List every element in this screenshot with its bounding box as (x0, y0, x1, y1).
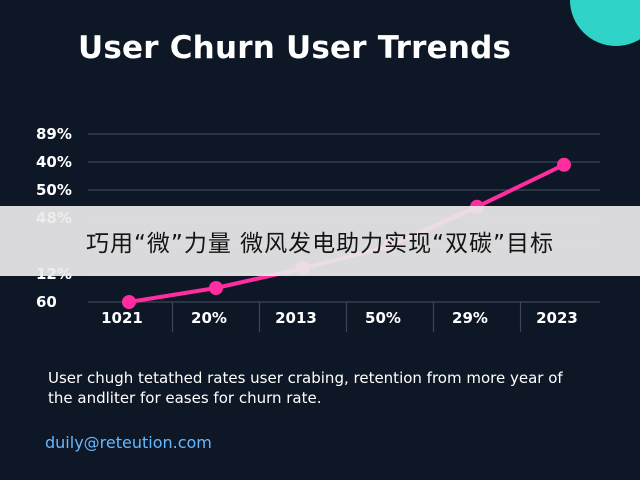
x-tick-label: 20% (191, 309, 227, 327)
x-tick-label: 2023 (536, 309, 578, 327)
x-axis-ticks: 1021 20% 2013 50% 29% 2023 (101, 309, 578, 327)
data-point (209, 281, 223, 295)
x-tick-label: 29% (452, 309, 488, 327)
y-tick-label: 60 (36, 293, 57, 311)
data-point (122, 295, 136, 309)
x-tick-label: 2013 (275, 309, 317, 327)
y-tick-label: 40% (36, 153, 72, 171)
y-tick-label: 50% (36, 181, 72, 199)
data-point (557, 157, 571, 172)
x-tick-label: 1021 (101, 309, 143, 327)
contact-email-link[interactable]: duily@reteution.com (45, 433, 212, 452)
y-tick-label: 89% (36, 125, 72, 143)
x-tick-label: 50% (365, 309, 401, 327)
chart-title: User Churn User Trrends (78, 30, 512, 66)
chart-caption: User chugh tetathed rates user crabing, … (48, 369, 563, 407)
banner-text: 巧用“微”力量 微风发电助力实现“双碳”目标 (86, 231, 554, 257)
overlay-banner: 巧用“微”力量 微风发电助力实现“双碳”目标 (0, 206, 640, 276)
